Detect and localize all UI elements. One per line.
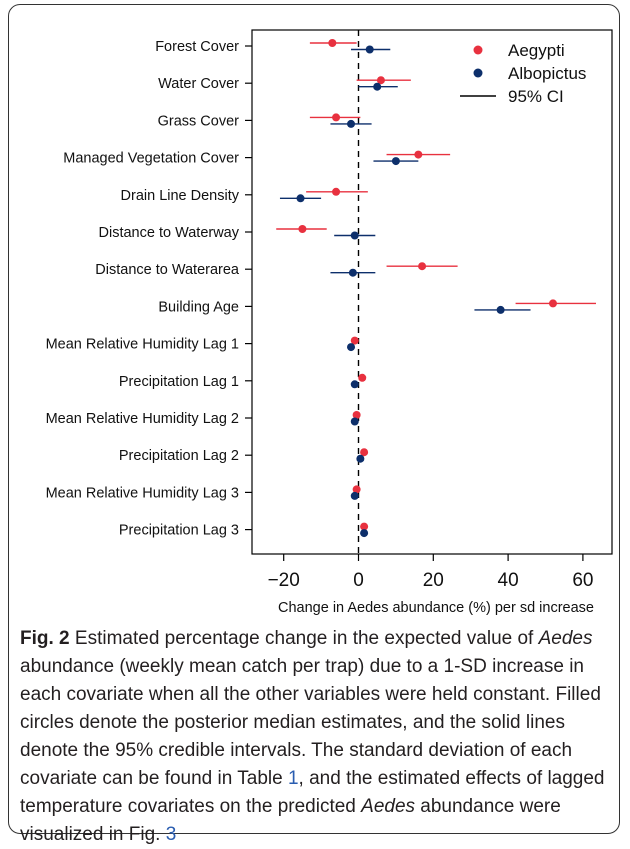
point-aegypti <box>360 522 369 531</box>
point-albopictus <box>347 343 356 352</box>
x-tick-label: 0 <box>353 570 364 591</box>
caption-text-2: abundance (weekly mean catch per trap) d… <box>20 656 601 789</box>
x-tick-label: 20 <box>423 570 444 591</box>
plot-panel-border <box>251 29 613 555</box>
point-aegypti <box>418 262 427 271</box>
caption-lead: Fig. 2 <box>20 628 70 649</box>
point-albopictus <box>350 231 359 240</box>
figure-caption: Fig. 2 Estimated percentage change in th… <box>20 625 612 849</box>
point-aegypti <box>352 485 361 494</box>
y-tick-label: Distance to Waterway <box>99 225 240 241</box>
legend-label: 95% CI <box>508 87 564 106</box>
x-axis-label: Change in Aedes abundance (%) per sd inc… <box>278 600 594 616</box>
point-aegypti <box>414 150 423 159</box>
legend-label: Albopictus <box>508 64 586 83</box>
y-tick-label: Building Age <box>158 299 239 315</box>
point-aegypti <box>328 39 337 47</box>
point-albopictus <box>347 119 356 128</box>
y-tick-label: Precipitation Lag 3 <box>119 523 239 539</box>
x-tick-label: 60 <box>572 570 593 591</box>
caption-text-4: abundance were visualized in Fig. <box>20 796 561 845</box>
point-albopictus <box>348 268 357 277</box>
y-tick-label: Mean Relative Humidity Lag 1 <box>46 337 239 353</box>
point-aegypti <box>332 187 341 196</box>
point-albopictus <box>373 82 382 91</box>
point-aegypti <box>360 448 369 457</box>
y-tick-label: Water Cover <box>158 76 239 92</box>
point-aegypti <box>548 299 557 308</box>
y-tick-label: Precipitation Lag 1 <box>119 374 239 390</box>
table-reference-link[interactable]: 1 <box>287 768 299 789</box>
y-tick-label: Distance to Waterarea <box>95 262 240 278</box>
y-tick-label: Mean Relative Humidity Lag 3 <box>46 485 239 501</box>
point-albopictus <box>391 157 400 166</box>
caption-text-1: Estimated percentage change in the expec… <box>69 628 539 649</box>
point-albopictus <box>350 491 359 500</box>
figure-frame <box>8 4 620 834</box>
point-albopictus <box>360 529 369 538</box>
caption-italic-aedes-2: Aedes <box>361 796 416 817</box>
y-tick-label: Mean Relative Humidity Lag 2 <box>46 411 239 427</box>
point-aegypti <box>376 76 385 85</box>
point-albopictus <box>350 417 359 426</box>
x-tick-label: −20 <box>268 570 300 591</box>
forest-plot: Forest Cover Water Cover Grass Cover Manage… <box>46 29 613 616</box>
point-albopictus <box>350 380 359 389</box>
point-aegypti <box>298 225 307 233</box>
legend-marker-albopictus <box>473 68 483 78</box>
point-albopictus <box>365 45 374 54</box>
caption-italic-aedes-1: Aedes <box>538 628 593 649</box>
y-tick-label: Precipitation Lag 2 <box>119 448 239 464</box>
point-albopictus <box>296 194 305 203</box>
point-aegypti <box>352 411 361 419</box>
x-tick-label: 40 <box>498 570 519 591</box>
y-tick-label: Managed Vegetation Cover <box>63 151 239 167</box>
point-aegypti <box>350 336 359 345</box>
y-tick-label: Drain Line Density <box>121 188 240 204</box>
legend-marker-aegypti <box>473 45 483 55</box>
y-tick-label: Grass Cover <box>158 113 240 129</box>
legend-label: Aegypti <box>508 41 565 60</box>
y-tick-label: Forest Cover <box>155 39 239 55</box>
point-aegypti <box>332 113 341 122</box>
point-aegypti <box>358 373 367 382</box>
point-albopictus <box>496 305 505 314</box>
point-albopictus <box>356 454 365 463</box>
caption-text-3: , and the estimated effects of lagged te… <box>20 768 605 817</box>
figure-reference-link[interactable]: 3 <box>165 824 177 845</box>
